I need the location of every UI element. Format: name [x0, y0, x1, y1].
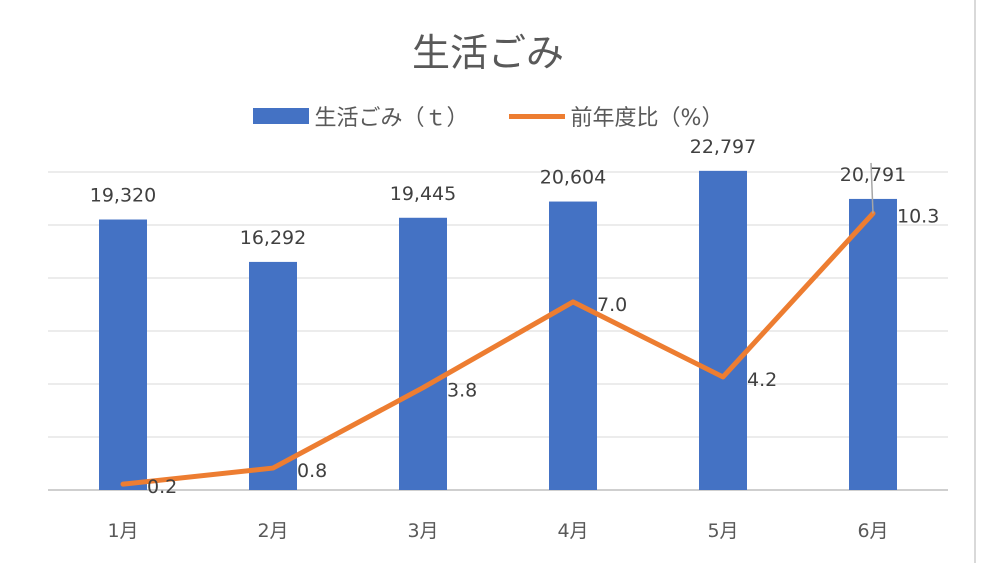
line-data-label: 3.8: [447, 380, 477, 402]
bar-data-label: 19,320: [90, 185, 156, 207]
bar-data-label: 22,797: [690, 136, 756, 158]
legend-bar-label: 生活ごみ（ｔ）: [314, 106, 469, 131]
bar: [99, 219, 147, 490]
bar: [249, 261, 297, 490]
line-data-label: 7.0: [597, 294, 627, 316]
x-tick-label: 3月: [407, 520, 438, 542]
bar-data-label: 19,445: [390, 183, 456, 205]
line-data-label: 4.2: [747, 369, 777, 391]
x-tick-label: 2月: [257, 520, 288, 542]
legend-line-swatch: [508, 113, 565, 119]
line-data-label: 0.8: [297, 460, 327, 482]
bar: [549, 201, 597, 490]
chart-legend: 生活ごみ（ｔ） 前年度比（%）: [0, 100, 976, 132]
legend-item-bar: 生活ごみ（ｔ）: [252, 100, 469, 132]
bar: [399, 217, 447, 490]
x-tick-label: 5月: [707, 520, 738, 542]
line-data-label: 0.2: [147, 476, 177, 498]
chart-frame: [974, 0, 976, 563]
bar-data-label: 20,604: [540, 167, 606, 189]
x-tick-label: 4月: [557, 520, 588, 542]
legend-line-label: 前年度比（%）: [570, 106, 724, 131]
bar-data-label: 20,791: [840, 164, 906, 186]
chart-title: 生活ごみ: [411, 31, 564, 75]
bar-data-label: 16,292: [240, 227, 306, 249]
x-tick-label: 1月: [107, 520, 138, 542]
legend-item-line: 前年度比（%）: [508, 100, 724, 132]
x-tick-label: 6月: [857, 520, 888, 542]
legend-bar-swatch: [252, 108, 309, 124]
bar: [699, 170, 747, 491]
bar: [849, 198, 897, 490]
line-data-label: 10.3: [897, 205, 939, 227]
leader-line: [870, 162, 874, 214]
line-series: [120, 210, 876, 487]
